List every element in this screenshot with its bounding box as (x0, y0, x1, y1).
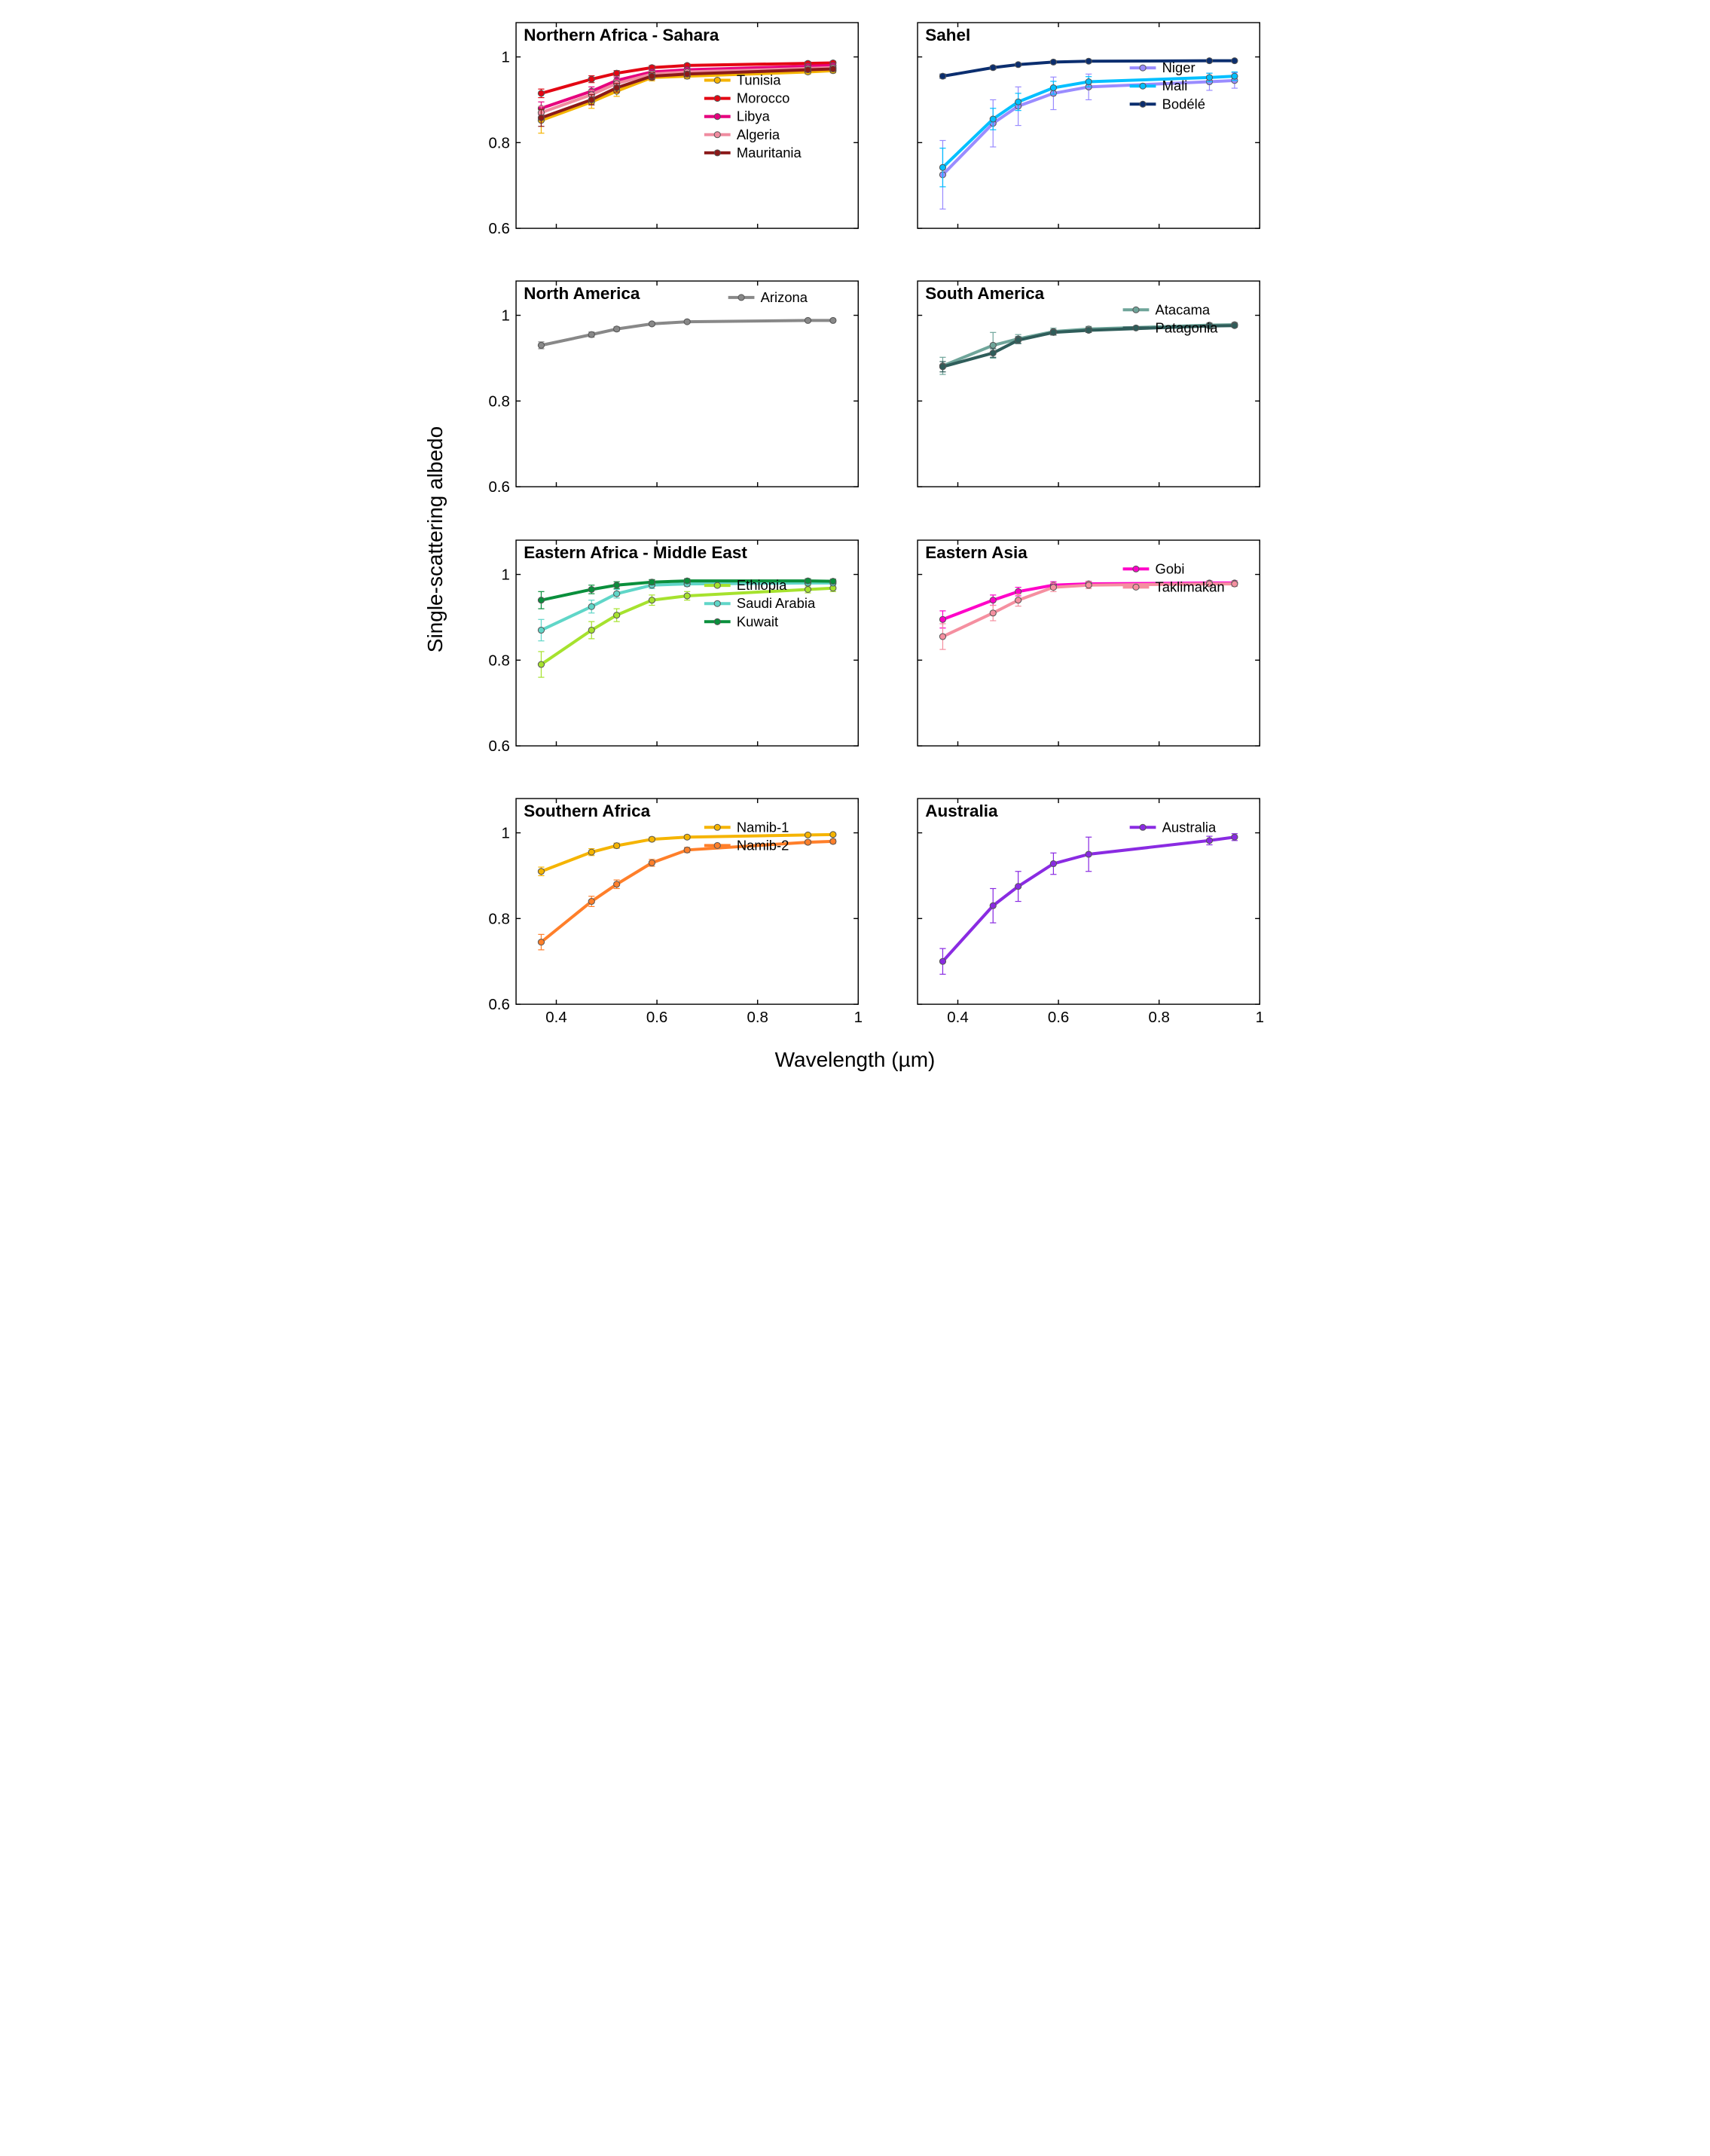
chart-panel: 0.6 0.8 1 North America Arizona (481, 273, 866, 515)
x-tick-label: 0.8 (747, 1009, 768, 1026)
x-tick-label: 0.6 (1048, 1009, 1069, 1026)
x-tick-label: 1 (1256, 1009, 1264, 1026)
panel-grid: 0.6 0.8 1 Northern Africa - Sahara Tunisia Mo… (481, 15, 1268, 1033)
y-tick-label: 0.6 (488, 997, 509, 1013)
y-tick-label: 1 (501, 308, 509, 325)
chart-panel: 0.6 0.8 1 Northern Africa - Sahara Tunisia Mo… (481, 15, 866, 257)
legend-label: Arizona (760, 289, 808, 305)
y-tick-label: 0.6 (488, 738, 509, 755)
y-tick-label: 1 (501, 825, 509, 841)
panel-title: Australia (925, 802, 998, 820)
y-tick-label: 1 (501, 566, 509, 583)
chart-panel: South America Atacama Patagonia (882, 273, 1268, 515)
x-tick-label: 0.6 (646, 1009, 667, 1026)
y-tick-label: 0.8 (488, 394, 509, 411)
chart-panel: 0.6 0.8 1 Eastern Africa - Middle East Ethio… (481, 533, 866, 774)
legend-label: Mauritania (736, 145, 802, 160)
legend-label: Algeria (736, 127, 780, 142)
legend-label: Tunisia (736, 72, 781, 88)
legend-label: Libya (736, 108, 770, 124)
panel-title: Eastern Africa - Middle East (524, 543, 747, 562)
y-tick-label: 0.8 (488, 136, 509, 152)
panel-title: North America (524, 285, 640, 304)
panel-title: South America (925, 285, 1044, 304)
series-line (541, 841, 832, 942)
panel-title: Eastern Asia (925, 543, 1028, 562)
legend-label: Namib-1 (736, 819, 789, 835)
chart-panel: Sahel Niger Mali Bodélé (882, 15, 1268, 257)
legend-label: Bodélé (1162, 96, 1205, 111)
panel-title: Sahel (925, 26, 970, 44)
legend-label: Patagonia (1156, 320, 1219, 336)
figure: Single-scattering albedo Wavelength (µm)… (428, 0, 1283, 1078)
y-tick-label: 0.8 (488, 652, 509, 669)
y-tick-label: 0.6 (488, 221, 509, 237)
chart-panel: 0.4 0.6 0.8 1 Australia Australia (882, 791, 1268, 1033)
panel-title: Northern Africa - Sahara (524, 26, 719, 44)
legend-label: Morocco (736, 90, 789, 106)
legend-label: Taklimakan (1156, 579, 1225, 594)
legend-label: Namib-2 (736, 837, 789, 853)
legend-label: Kuwait (736, 613, 777, 629)
legend-label: Saudi Arabia (736, 595, 815, 611)
x-tick-label: 0.4 (545, 1009, 566, 1026)
chart-panel: Eastern Asia Gobi Taklimakan (882, 533, 1268, 774)
x-tick-label: 0.4 (947, 1009, 968, 1026)
y-tick-label: 0.6 (488, 480, 509, 496)
x-axis-label: Wavelength (µm) (775, 1048, 936, 1072)
panel-title: Southern Africa (524, 802, 650, 820)
legend-label: Atacama (1156, 302, 1211, 318)
x-tick-label: 1 (853, 1009, 862, 1026)
legend-label: Gobi (1156, 560, 1185, 576)
x-tick-label: 0.8 (1148, 1009, 1169, 1026)
y-tick-label: 1 (501, 50, 509, 66)
legend-label: Mali (1162, 78, 1188, 93)
y-tick-label: 0.8 (488, 911, 509, 927)
chart-panel: 0.4 0.6 0.8 1 0.6 0.8 1 Southern Africa Namib-1 N… (481, 791, 866, 1033)
y-axis-label: Single-scattering albedo (423, 426, 447, 652)
legend-label: Australia (1162, 819, 1217, 835)
legend-label: Niger (1162, 60, 1195, 75)
legend-label: Ethiopia (736, 577, 786, 593)
